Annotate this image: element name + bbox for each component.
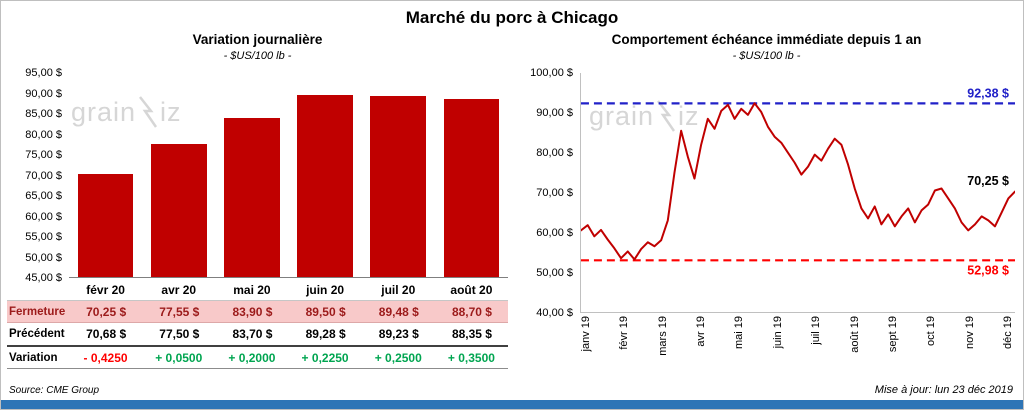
line-chart-xlabels: janv 19 févr 19 mars 19 avr 19 mai 19 juin 19… bbox=[580, 313, 1015, 371]
table-row-variation: Variation - 0,4250 + 0,0500 + 0,2000 + 0,225… bbox=[7, 345, 508, 369]
cell-value: 88,35 $ bbox=[451, 327, 492, 341]
y-tick-label: 90,00 $ bbox=[25, 87, 62, 100]
y-tick-label: 90,00 $ bbox=[536, 107, 573, 119]
bar bbox=[370, 95, 427, 277]
bar-column bbox=[142, 73, 215, 277]
line-chart-title: Comportement échéance immédiate depuis 1… bbox=[611, 32, 922, 47]
daily-variation-panel: Variation journalière - $US/100 lb - 95,… bbox=[1, 31, 512, 371]
x-axis-label: juil 19 bbox=[810, 316, 823, 345]
y-tick-label: 70,00 $ bbox=[25, 169, 62, 182]
last-value-label: 70,25 $ bbox=[967, 173, 1009, 188]
cell-value: - 0,4250 bbox=[83, 350, 128, 365]
y-tick-label: 60,00 $ bbox=[25, 210, 62, 223]
bar-plot: grain iz bbox=[69, 73, 508, 278]
y-tick-label: 85,00 $ bbox=[25, 108, 62, 120]
cell-value: 89,23 $ bbox=[378, 327, 419, 341]
cell-value: 77,55 $ bbox=[159, 304, 200, 319]
x-axis-label: nov 19 bbox=[963, 316, 976, 350]
cell-value: + 0,2000 bbox=[228, 350, 276, 365]
month-header: mai 20 bbox=[233, 282, 271, 297]
bar-chart-subtitle: - $US/100 lb - bbox=[223, 50, 292, 62]
x-axis-label: déc 19 bbox=[1001, 316, 1014, 350]
cell-value: 89,48 $ bbox=[378, 304, 419, 319]
cell-value: 70,68 $ bbox=[86, 327, 127, 341]
x-axis-label: août 19 bbox=[848, 316, 861, 353]
bar bbox=[297, 95, 353, 277]
month-header: févr 20 bbox=[86, 282, 125, 297]
x-axis-label: sept 19 bbox=[886, 316, 899, 353]
cell-value: 88,70 $ bbox=[451, 304, 492, 319]
cell-value: + 0,0500 bbox=[155, 350, 203, 365]
x-axis-label: mai 19 bbox=[733, 316, 746, 350]
bar-column bbox=[362, 73, 435, 277]
low-value-label: 52,98 $ bbox=[967, 263, 1009, 278]
y-tick-label: 40,00 $ bbox=[536, 307, 573, 319]
bar-chart-title: Variation journalière bbox=[192, 32, 323, 47]
row-label: Précédent bbox=[9, 328, 65, 340]
bar bbox=[443, 98, 500, 277]
one-year-panel: Comportement échéance immédiate depuis 1… bbox=[512, 31, 1023, 371]
table-header-row: févr 20 avr 20 mai 20 juin 20 juil 20 août 20 bbox=[7, 279, 508, 301]
y-tick-label: 60,00 $ bbox=[536, 227, 573, 239]
source-note: Source: CME Group bbox=[9, 385, 100, 396]
line-plot: grain iz 92,38 $ 70,25 $ 52,98 $ bbox=[580, 73, 1015, 313]
cell-value: 83,70 $ bbox=[232, 327, 273, 341]
month-header: août 20 bbox=[450, 282, 493, 297]
cell-value: 89,50 $ bbox=[305, 304, 346, 319]
bar-column bbox=[289, 73, 362, 277]
month-header: juil 20 bbox=[381, 282, 416, 297]
x-axis-label: mars 19 bbox=[656, 316, 669, 356]
bar-chart-area: 95,00 $ 90,00 $ 85,00 $ 80,00 $ 75,00 $ 70,00… bbox=[7, 67, 508, 284]
table-row-precedent: Précédent 70,68 $ 77,50 $ 83,70 $ 89,28 $ 89,… bbox=[7, 323, 508, 345]
table-row-fermeture: Fermeture 70,25 $ 77,55 $ 83,90 $ 89,50 $ 89,… bbox=[7, 301, 508, 323]
bar bbox=[224, 118, 280, 277]
y-tick-label: 75,00 $ bbox=[25, 149, 62, 161]
cell-value: + 0,2500 bbox=[374, 350, 422, 365]
y-tick-label: 45,00 $ bbox=[25, 272, 62, 284]
row-label: Variation bbox=[9, 351, 58, 364]
bar-column bbox=[69, 73, 142, 277]
y-tick-label: 80,00 $ bbox=[536, 147, 573, 159]
bar bbox=[150, 144, 207, 277]
x-axis-label: juin 19 bbox=[771, 316, 784, 349]
y-tick-label: 55,00 $ bbox=[25, 231, 62, 243]
x-axis-label: févr 19 bbox=[618, 316, 631, 350]
bar-chart-yticks: 95,00 $ 90,00 $ 85,00 $ 80,00 $ 75,00 $ 70,00… bbox=[7, 67, 69, 284]
month-header: juin 20 bbox=[306, 282, 345, 297]
cell-value: + 0,3500 bbox=[447, 350, 495, 365]
bar bbox=[77, 173, 134, 277]
cell-value: 77,50 $ bbox=[159, 327, 200, 341]
cell-value: + 0,2250 bbox=[301, 350, 349, 365]
bottom-accent-bar bbox=[1, 400, 1023, 409]
cell-value: 89,28 $ bbox=[305, 327, 346, 341]
month-header: avr 20 bbox=[161, 282, 197, 297]
y-tick-label: 65,00 $ bbox=[25, 190, 62, 202]
x-axis-label: oct 19 bbox=[925, 316, 938, 346]
y-tick-label: 80,00 $ bbox=[25, 128, 62, 141]
cell-value: 83,90 $ bbox=[232, 304, 273, 319]
x-axis-label: janv 19 bbox=[580, 316, 592, 352]
line-chart-area: 100,00 $ 90,00 $ 80,00 $ 70,00 $ 60,00 $ 50,0… bbox=[518, 67, 1015, 319]
line-chart-yticks: 100,00 $ 90,00 $ 80,00 $ 70,00 $ 60,00 $ 50,0… bbox=[518, 67, 580, 319]
high-value-label: 92,38 $ bbox=[967, 86, 1009, 101]
price-table: févr 20 avr 20 mai 20 juin 20 juil 20 août 20… bbox=[7, 279, 508, 369]
y-tick-label: 50,00 $ bbox=[536, 267, 573, 279]
y-tick-label: 70,00 $ bbox=[536, 187, 573, 199]
line-plot-svg bbox=[581, 102, 1015, 262]
bar-series bbox=[69, 73, 508, 277]
bar-column bbox=[215, 73, 288, 277]
cell-value: 70,25 $ bbox=[86, 304, 127, 319]
row-label: Fermeture bbox=[9, 305, 66, 318]
x-axis-label: avr 19 bbox=[695, 316, 708, 347]
y-tick-label: 50,00 $ bbox=[25, 251, 62, 264]
y-tick-label: 100,00 $ bbox=[530, 67, 573, 79]
page-title: Marché du porc à Chicago bbox=[405, 8, 619, 27]
line-chart-subtitle: - $US/100 lb - bbox=[732, 50, 801, 62]
content: Variation journalière - $US/100 lb - 95,… bbox=[1, 31, 1023, 371]
y-tick-label: 95,00 $ bbox=[25, 67, 62, 79]
updated-note: Mise à jour: lun 23 déc 2019 bbox=[874, 384, 1013, 396]
bar-column bbox=[435, 73, 508, 277]
